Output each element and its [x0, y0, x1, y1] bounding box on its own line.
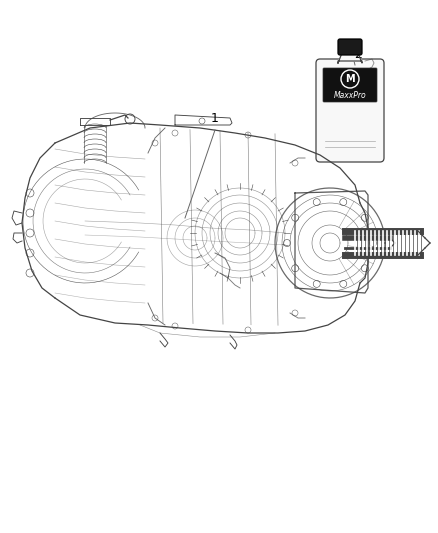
FancyBboxPatch shape — [316, 59, 384, 162]
Text: MaxxPro: MaxxPro — [334, 91, 366, 100]
Text: M: M — [345, 74, 355, 84]
Polygon shape — [338, 53, 362, 63]
FancyBboxPatch shape — [323, 68, 377, 102]
Text: 2: 2 — [354, 48, 362, 61]
FancyBboxPatch shape — [338, 39, 362, 55]
Circle shape — [341, 70, 359, 88]
Text: 1: 1 — [211, 112, 219, 125]
